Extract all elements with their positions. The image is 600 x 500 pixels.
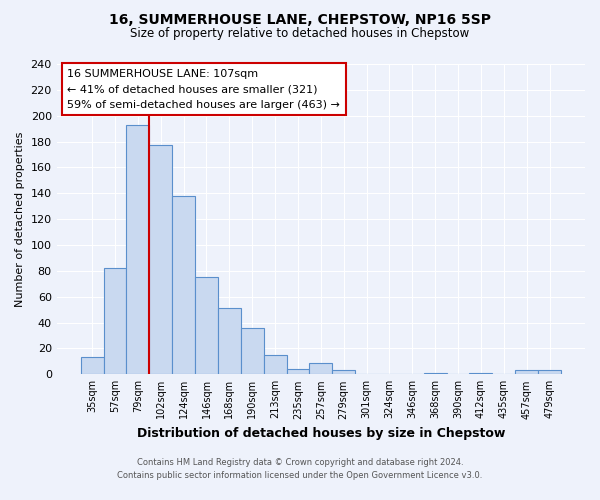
Bar	[424, 373, 446, 374]
Bar	[195, 278, 218, 374]
Bar	[149, 146, 172, 374]
Text: 16, SUMMERHOUSE LANE, CHEPSTOW, NP16 5SP: 16, SUMMERHOUSE LANE, CHEPSTOW, NP16 5SP	[109, 12, 491, 26]
Text: Size of property relative to detached houses in Chepstow: Size of property relative to detached ho…	[130, 28, 470, 40]
Text: 16 SUMMERHOUSE LANE: 107sqm
← 41% of detached houses are smaller (321)
59% of se: 16 SUMMERHOUSE LANE: 107sqm ← 41% of det…	[67, 68, 340, 110]
Bar	[538, 370, 561, 374]
X-axis label: Distribution of detached houses by size in Chepstow: Distribution of detached houses by size …	[137, 427, 505, 440]
Bar	[515, 370, 538, 374]
Bar	[287, 369, 310, 374]
Bar	[172, 196, 195, 374]
Bar	[469, 373, 493, 374]
Y-axis label: Number of detached properties: Number of detached properties	[15, 132, 25, 307]
Bar	[332, 370, 355, 374]
Bar	[104, 268, 127, 374]
Text: Contains HM Land Registry data © Crown copyright and database right 2024.
Contai: Contains HM Land Registry data © Crown c…	[118, 458, 482, 480]
Bar	[80, 358, 104, 374]
Bar	[241, 328, 263, 374]
Bar	[127, 125, 149, 374]
Bar	[218, 308, 241, 374]
Bar	[263, 355, 287, 374]
Bar	[310, 362, 332, 374]
